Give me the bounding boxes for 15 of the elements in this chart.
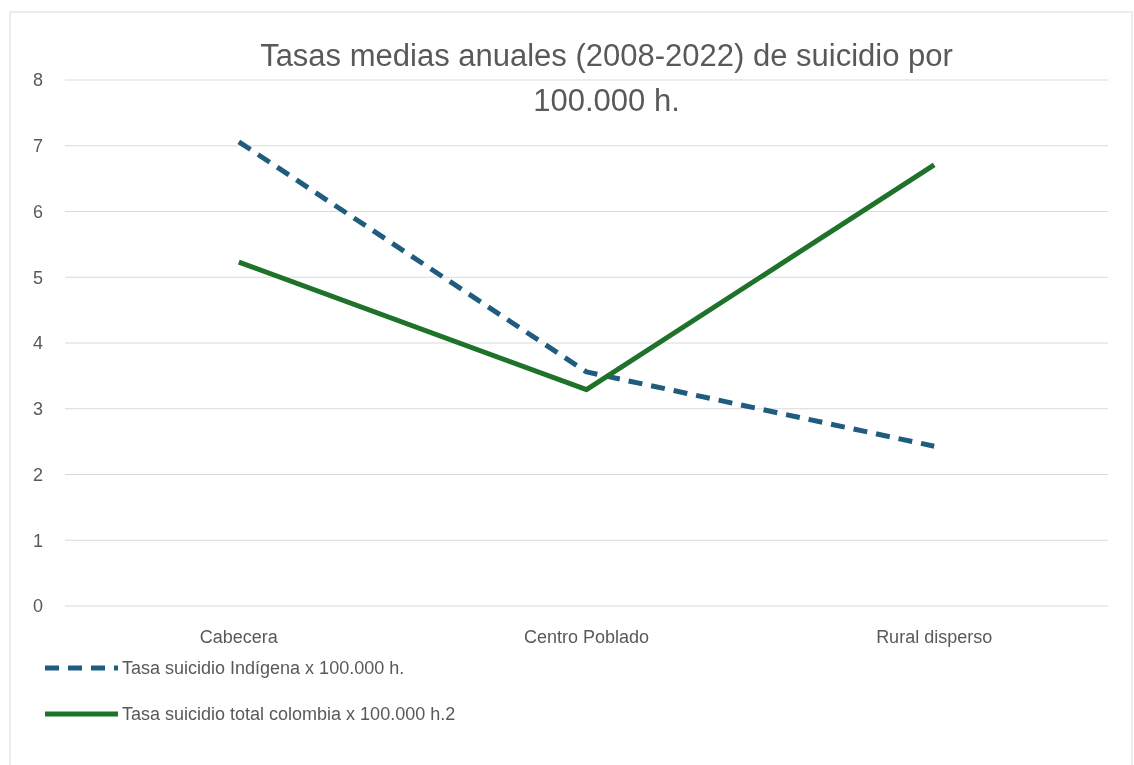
y-tick-label: 7 [32,136,43,157]
y-tick-label: 2 [32,464,43,485]
y-tick-label: 1 [32,530,43,551]
y-tick-label: 4 [32,333,43,354]
x-tick-label: Rural disperso [876,627,993,647]
y-tick-label: 0 [32,596,43,617]
legend-label: Tasa suicidio total colombia x 100.000 h.2 [122,704,456,725]
chart-title: Tasas medias anuales (2008-2022) de suicidio por 100.000 h. [260,38,953,118]
y-tick-label: 5 [32,267,43,288]
y-tick-label: 3 [32,399,43,420]
x-tick-label: Centro Poblado [523,627,650,647]
x-tick-label: Cabecera [199,627,279,647]
legend-label: Tasa suicidio Indígena x 100.000 h. [122,658,405,679]
y-tick-label: 8 [32,70,43,91]
y-tick-label: 6 [32,201,43,222]
